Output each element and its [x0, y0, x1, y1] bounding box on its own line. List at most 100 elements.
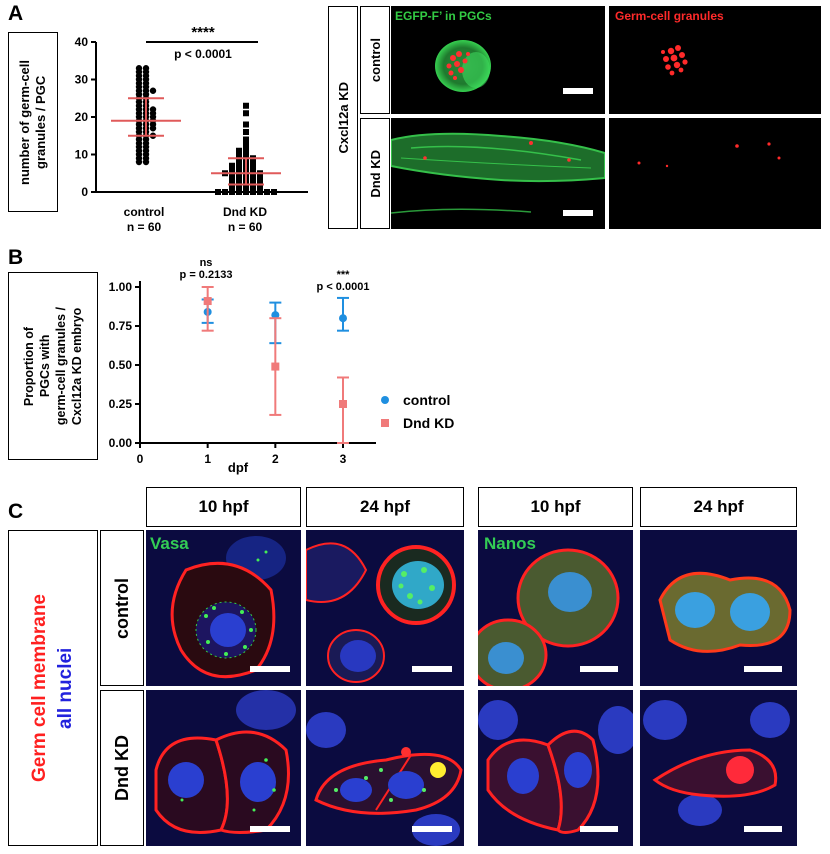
scale-bar: [412, 666, 452, 672]
panel-letter-a: A: [8, 2, 24, 25]
panel-b-ylabel-box: Proportion of PGCs with germ-cell granul…: [8, 272, 98, 460]
panel-a-side-label: Cxcl12a KD: [328, 6, 358, 229]
legend-control-label: control: [403, 392, 450, 408]
dnd-point: [215, 189, 221, 195]
panel-c-side-nuclei: all nuclei: [55, 647, 76, 729]
panel-a-y-tick-label: 10: [75, 148, 89, 162]
panel-a-group2-n: n = 60: [228, 220, 263, 234]
panel-b-ann1-p: p = 0.2133: [180, 269, 233, 281]
scale-bar: [250, 666, 290, 672]
scale-bar: [563, 210, 593, 216]
panel-b-xlabel: dpf: [228, 460, 249, 475]
panel-c-side-membrane: Germ cell membrane: [29, 594, 50, 782]
panel-c-label-vasa: Vasa: [150, 534, 189, 553]
dnd-point: [243, 140, 249, 147]
dnd-point: [236, 159, 242, 165]
panel-b-y-tick-label: 0.75: [109, 319, 133, 333]
panel-a-ylabel-line2: granules / PGC: [33, 75, 48, 169]
dnd-point: [236, 162, 242, 169]
dnd-point: [229, 189, 235, 195]
panel-a-y-tick-label: 0: [81, 185, 88, 199]
panel-a-pvalue: p < 0.0001: [174, 47, 232, 61]
panel-b-series: [201, 286, 349, 444]
panel-c-col1: 10 hpf: [146, 487, 301, 527]
dnd-point: [250, 174, 256, 180]
panel-c-image-dnd-10hpf-nanos: [478, 690, 633, 846]
panel-c-image-dnd-24hpf-nanos: [640, 690, 797, 846]
panel-b-x-tick-label: 2: [272, 452, 279, 466]
scale-bar: [580, 826, 618, 832]
panel-a-col-granules-label: Germ-cell granules: [615, 9, 724, 23]
panel-b-y-tick-label: 1.00: [109, 280, 133, 294]
panel-a-col-egfp-label: EGFP-F’ in PGCs: [395, 9, 492, 23]
panel-a-row-dnd: Dnd KD: [360, 118, 390, 229]
dnd-point: [236, 189, 242, 195]
panel-b-y-tick-label: 0.00: [109, 436, 133, 450]
panel-b-ylabel-line1: Proportion of: [22, 326, 36, 406]
dnd-point: [236, 177, 242, 184]
panel-c-label-nanos: Nanos: [484, 534, 536, 553]
legend-control-marker: [381, 396, 389, 404]
panel-b-x-tick-label: 0: [137, 452, 144, 466]
dnd-point: [229, 166, 235, 173]
dnd-point: [257, 174, 263, 180]
dnd-point: [222, 189, 228, 195]
panel-b-x-tick-label: 3: [340, 452, 347, 466]
panel-a-y-tick-label: 20: [75, 110, 89, 124]
dnd-point: [243, 102, 249, 109]
dnd-point: [243, 110, 249, 117]
panel-a-y-tick-label: 40: [75, 35, 89, 49]
dnd-point: [243, 136, 249, 143]
panel-a-ylabel-box: number of germ-cell granules / PGC: [8, 32, 58, 212]
dnd-point: [236, 166, 242, 173]
legend-dnd-label: Dnd KD: [403, 415, 454, 431]
scale-bar: [563, 88, 593, 94]
dnd-point: [271, 362, 280, 371]
panel-c-image-control-10hpf-vasa: Vasa: [146, 530, 301, 686]
panel-a-image-control-egfp: EGFP-F’ in PGCs: [391, 6, 605, 114]
panel-b-ylabel-line3: germ-cell granules /: [54, 306, 68, 426]
control-point: [149, 125, 157, 132]
dnd-point: [339, 400, 347, 408]
panel-c-row-control: control: [100, 530, 144, 686]
panel-letter-c: C: [8, 500, 24, 523]
dnd-point: [229, 174, 235, 180]
panel-c-col4: 24 hpf: [640, 487, 797, 527]
dnd-point: [257, 177, 263, 184]
panel-b-y-tick-label: 0.25: [109, 397, 133, 411]
panel-a-image-dnd-granules: [609, 118, 821, 229]
control-point: [135, 158, 143, 166]
panel-a-medians: [111, 97, 281, 186]
panel-a-dotplot: 0 10 20 30 40 **** p < 0.0001 control n = 60…: [75, 24, 308, 234]
panel-b-axes: 0.00 0.25 0.50 0.75 1.00 0 1 2 3: [109, 280, 376, 466]
panel-b-x-tick-label: 1: [204, 452, 211, 466]
control-point: [271, 311, 280, 320]
panel-letter-b: B: [8, 246, 24, 269]
scale-bar: [412, 826, 452, 832]
panel-a-group1-n: n = 60: [127, 220, 162, 234]
panel-a-y-axis: 0 10 20 30 40: [75, 35, 308, 199]
panel-a-group1-name: control: [124, 205, 165, 219]
dnd-point: [250, 177, 256, 184]
panel-b-ylabel-line4: Cxcl12a KD embryo: [70, 307, 84, 425]
panel-b-ann3-p: p < 0.0001: [317, 281, 370, 293]
dnd-point: [243, 121, 249, 128]
dnd-point: [243, 144, 249, 150]
dnd-point: [257, 189, 263, 195]
panel-c-image-control-24hpf-nanos: [640, 530, 797, 686]
legend-dnd-marker: [381, 419, 389, 427]
scale-bar: [744, 666, 782, 672]
dnd-point: [236, 174, 242, 180]
dnd-point: [243, 151, 249, 158]
scale-bar: [744, 826, 782, 832]
panel-c-side-label: Germ cell membrane all nuclei: [8, 530, 98, 846]
panel-c-col2: 24 hpf: [306, 487, 464, 527]
dnd-point: [250, 185, 256, 192]
scale-bar: [250, 826, 290, 832]
dnd-point: [257, 185, 263, 192]
scale-bar: [580, 666, 618, 672]
control-point: [339, 314, 347, 323]
dnd-point: [250, 189, 256, 195]
panel-c-row-dnd: Dnd KD: [100, 690, 144, 846]
control-point: [149, 87, 157, 94]
